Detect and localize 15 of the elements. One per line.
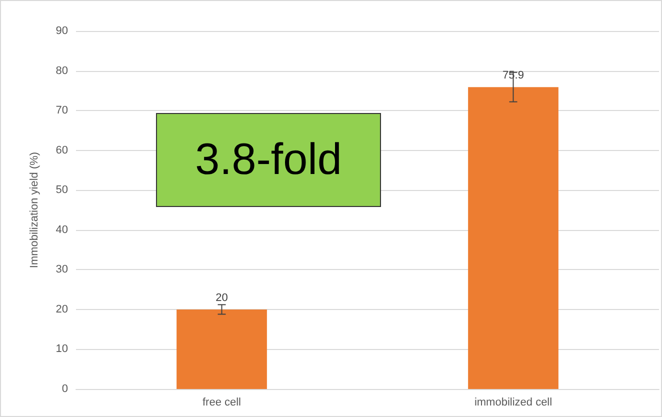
y-tick-label: 50 [56,184,68,196]
y-tick-label: 70 [56,104,68,117]
y-tick-label: 90 [56,25,68,37]
y-tick-label: 40 [56,224,68,236]
annotation: 3.8-fold [156,113,381,207]
y-tick-label: 10 [56,343,68,356]
x-tick-label: immobilized cell [474,396,552,408]
data-label: 20 [216,292,228,304]
x-tick-label: free cell [202,396,242,408]
y-tick-label: 60 [56,144,68,156]
y-tick-label: 20 [56,303,68,316]
y-tick-label: 30 [56,264,68,276]
y-axis-title: Immobilization yield (%) [28,152,40,268]
y-tick-label: 0 [62,383,68,395]
y-tick-label: 80 [56,64,68,77]
